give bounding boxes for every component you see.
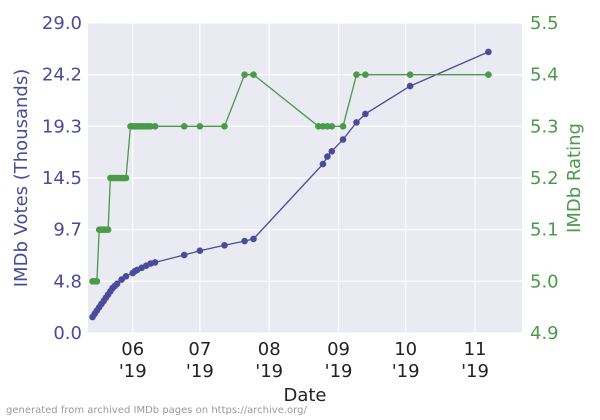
votes-series bbox=[89, 48, 492, 321]
right-y-axis-title: IMDb Rating bbox=[564, 123, 585, 233]
right-y-tick-label: 5.4 bbox=[530, 65, 559, 86]
left-y-axis-title: IMDb Votes (Thousands) bbox=[11, 69, 32, 288]
left-y-tick-label: 19.3 bbox=[42, 116, 82, 137]
rating-point bbox=[328, 123, 336, 130]
left-y-tick-label: 14.5 bbox=[42, 168, 82, 189]
x-tick-label: 10'19 bbox=[392, 339, 420, 382]
right-y-tick-label: 5.0 bbox=[530, 271, 559, 292]
votes-point bbox=[319, 160, 327, 168]
votes-point bbox=[406, 82, 414, 90]
left-y-tick-label: 29.0 bbox=[42, 13, 82, 34]
left-y-tick-label: 9.7 bbox=[53, 220, 82, 241]
x-tick-label: 09'19 bbox=[325, 339, 353, 382]
votes-point bbox=[221, 242, 228, 249]
votes-point bbox=[180, 251, 188, 259]
rating-point bbox=[151, 123, 159, 130]
right-y-tick-label: 5.2 bbox=[530, 168, 559, 189]
votes-point bbox=[151, 259, 159, 266]
rating-point bbox=[93, 278, 101, 285]
source-footer: generated from archived IMDb pages on ht… bbox=[6, 405, 307, 416]
left-y-tick-label: 0.0 bbox=[53, 323, 82, 344]
votes-point bbox=[196, 247, 204, 254]
rating-point bbox=[196, 123, 204, 130]
rating-point bbox=[104, 226, 112, 233]
x-tick-label: 07'19 bbox=[186, 339, 214, 382]
rating-point bbox=[353, 71, 360, 78]
rating-series bbox=[89, 71, 492, 285]
rating-point bbox=[406, 71, 414, 78]
right-y-tick-label: 4.9 bbox=[530, 323, 559, 344]
gridlines bbox=[88, 22, 522, 334]
left-y-tick-label: 4.8 bbox=[53, 271, 82, 292]
x-axis-title: Date bbox=[283, 385, 326, 406]
x-tick-label: 06'19 bbox=[119, 339, 147, 382]
votes-point bbox=[485, 48, 492, 56]
x-tick-label: 08'19 bbox=[255, 339, 283, 382]
rating-point bbox=[221, 123, 228, 130]
votes-point bbox=[250, 235, 257, 243]
rating-point bbox=[122, 174, 130, 182]
rating-point bbox=[485, 71, 492, 78]
votes-point bbox=[113, 280, 121, 288]
rating-point bbox=[250, 71, 257, 78]
votes-point bbox=[339, 136, 347, 143]
rating-point bbox=[241, 71, 248, 78]
x-tick-label: 11'19 bbox=[461, 339, 489, 382]
votes-point bbox=[362, 110, 369, 118]
right-y-tick-label: 5.1 bbox=[530, 220, 559, 241]
votes-point bbox=[241, 237, 248, 245]
right-y-tick-label: 5.5 bbox=[530, 13, 559, 34]
rating-point bbox=[339, 123, 347, 130]
votes-point bbox=[324, 153, 331, 160]
votes-point bbox=[353, 119, 360, 126]
rating-point bbox=[180, 123, 188, 130]
rating-point bbox=[362, 71, 369, 78]
left-y-tick-label: 24.2 bbox=[42, 65, 82, 86]
votes-point bbox=[122, 273, 130, 280]
tick-labels: 0.0 4.8 9.7 14.5 19.3 24.2 29.0 4.9 5.0 5.1 5.2 5.3… bbox=[42, 13, 559, 382]
votes-point bbox=[328, 148, 336, 155]
right-y-tick-label: 5.3 bbox=[530, 116, 559, 137]
